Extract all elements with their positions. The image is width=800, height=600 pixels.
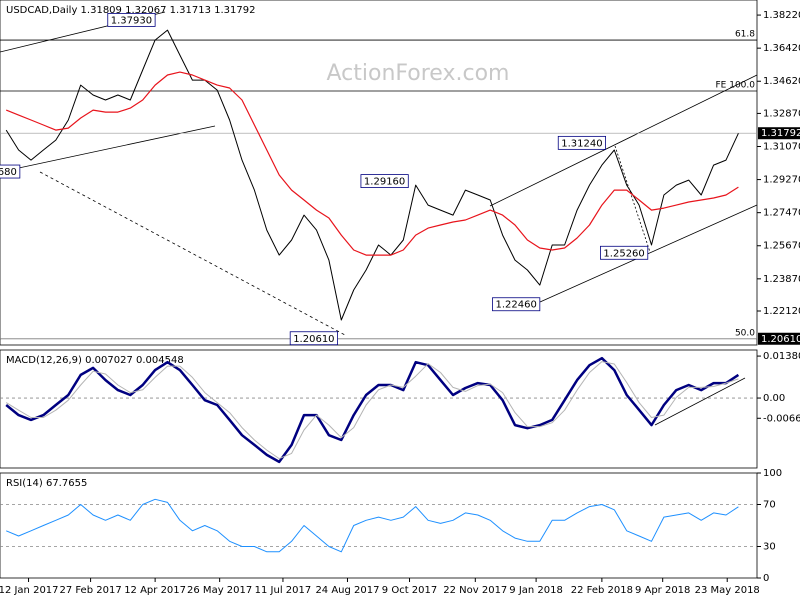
y-tick-label: 1.27470 (763, 208, 800, 219)
annotation-label: 1.25260 (603, 248, 644, 259)
annotation-label: 1.37930 (111, 15, 152, 26)
x-tick-label: 22 Feb 2018 (571, 585, 633, 596)
y-tick-label: 100 (763, 468, 782, 479)
trend-line (614, 145, 651, 253)
annotation-label: 1.20610 (293, 334, 334, 345)
annotation-label: 1.31240 (561, 138, 602, 149)
price-panel (0, 0, 758, 346)
x-tick-label: 11 Jul 2017 (255, 585, 312, 596)
series-line (5, 361, 739, 460)
annotation-box (360, 174, 409, 188)
series-line (5, 71, 739, 256)
annotation-label: 680 (0, 167, 17, 178)
panel-title: USDCAD,Daily 1.31809 1.32067 1.31713 1.3… (6, 5, 256, 16)
y-tick-label: 70 (763, 500, 776, 511)
y-tick-label: 1.32870 (763, 108, 800, 119)
y-tick-label: 1.34620 (763, 76, 800, 87)
annotation-box (0, 164, 21, 179)
y-tick-label: 1.23870 (763, 274, 800, 285)
x-tick-label: 9 Apr 2018 (635, 585, 690, 596)
series-line (5, 356, 740, 464)
trend-line (0, 125, 216, 173)
macd-panel (0, 349, 758, 469)
x-tick-label: 9 Oct 2017 (382, 585, 437, 596)
y-tick-label: 1.31070 (763, 141, 800, 152)
trend-line (39, 171, 346, 336)
trend-line (539, 204, 758, 303)
y-tick-label: 1.25670 (763, 241, 800, 252)
x-tick-label: 22 Nov 2017 (443, 585, 507, 596)
level-label: FE 100.0 (716, 80, 756, 90)
x-tick-label: 23 May 2018 (695, 585, 760, 596)
price-label-box (758, 332, 800, 345)
y-tick-label: 30 (763, 542, 776, 553)
y-tick-label: 0.00 (763, 393, 785, 404)
x-tick-label: 12 Apr 2017 (124, 585, 186, 596)
annotation-box (492, 297, 541, 312)
y-tick-label: 0.013802 (763, 351, 800, 362)
y-tick-label: 1.22120 (763, 306, 800, 317)
level-label: 50.0 (735, 328, 755, 338)
level-label: 61.8 (735, 30, 755, 40)
annotation-label: 1.29160 (364, 177, 405, 188)
x-tick-label: 12 Jan 2017 (0, 585, 59, 596)
y-tick-label: -0.006648 (763, 413, 800, 424)
y-tick-label: 1.38220 (763, 10, 800, 21)
x-tick-label: 9 Jan 2018 (509, 585, 563, 596)
annotation-box (600, 245, 649, 260)
x-tick-label: 24 Aug 2017 (315, 585, 379, 596)
x-tick-label: 26 May 2017 (187, 585, 252, 596)
trend-lines (0, 11, 758, 426)
annotation-label: 1.22460 (495, 300, 536, 311)
annotation-box (107, 13, 156, 27)
panel-title: RSI(14) 67.7655 (6, 478, 87, 489)
x-tick-label: 27 Feb 2017 (59, 585, 121, 596)
panel-title: MACD(12,26,9) 0.007027 0.004548 (6, 355, 184, 366)
rsi-panel (0, 472, 758, 579)
series-line (6, 498, 739, 553)
price-label: 1.31792 (761, 128, 800, 139)
series-line (5, 29, 739, 321)
y-tick-label: 1.36420 (763, 43, 800, 54)
annotation-box (289, 331, 338, 346)
y-tick-label: 0 (763, 573, 769, 584)
watermark: ActionForex.com (327, 61, 510, 86)
price-label: 1.20610 (761, 334, 800, 345)
y-tick-label: 1.29270 (763, 175, 800, 186)
price-label-box (758, 127, 800, 140)
macd-trend-line (654, 377, 746, 426)
trend-line (489, 74, 758, 207)
annotation-box (557, 135, 606, 150)
